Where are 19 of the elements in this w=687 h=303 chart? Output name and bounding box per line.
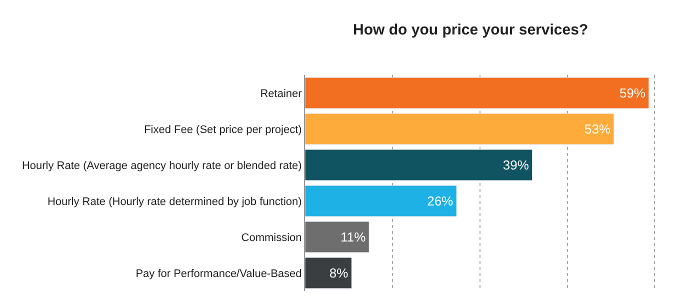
bar (305, 185, 457, 217)
y-tick-label: Commission (241, 232, 302, 244)
bar (305, 113, 614, 145)
bar (305, 149, 533, 181)
data-label: 59% (619, 86, 646, 100)
y-tick-label: Retainer (260, 88, 302, 100)
bar (305, 77, 650, 109)
bar (305, 257, 352, 289)
y-tick-label: Pay for Performance/Value-Based (136, 268, 302, 280)
y-tick-label: Hourly Rate (Average agency hourly rate or blended rate) (22, 160, 302, 172)
y-tick-label: Hourly Rate (Hourly rate determined by job function) (47, 196, 302, 208)
data-label: 26% (427, 194, 454, 208)
chart-title: How do you price your services? (353, 22, 588, 39)
data-label: 53% (584, 122, 611, 136)
data-label: 8% (329, 266, 349, 280)
data-label: 39% (502, 158, 530, 172)
y-tick-label: Fixed Fee (Set price per project) (144, 124, 302, 136)
data-label: 11% (340, 230, 366, 244)
bar (305, 221, 370, 253)
